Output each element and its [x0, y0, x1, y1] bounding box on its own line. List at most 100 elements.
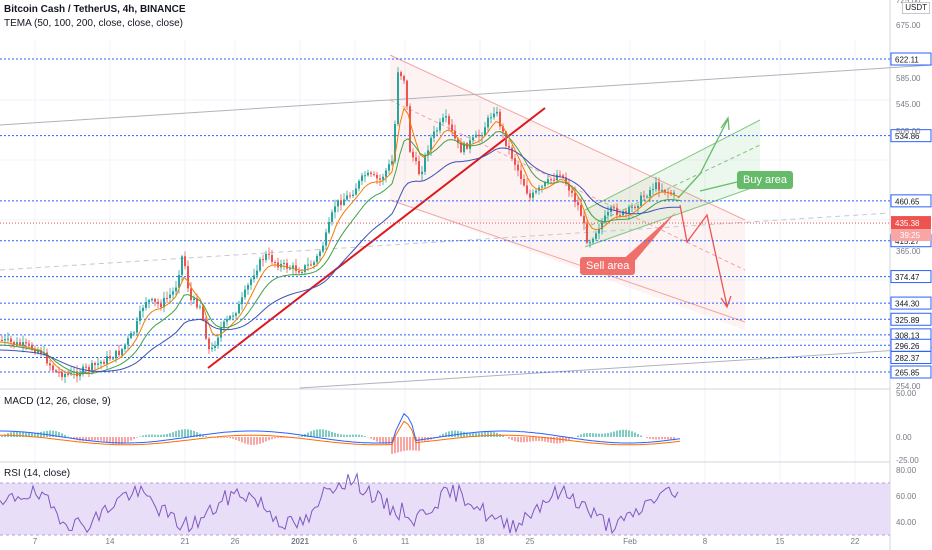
candle-body	[586, 223, 588, 243]
candle-body	[124, 344, 126, 350]
level-label-1: 534.86	[895, 132, 920, 141]
candle-body	[109, 356, 111, 359]
macd-histogram-bar	[325, 429, 327, 437]
currency-unit[interactable]: USDT	[902, 2, 930, 14]
candle-body	[61, 372, 63, 378]
ascending-trendline	[207, 107, 546, 369]
candle-body	[604, 215, 606, 223]
candle-body	[355, 188, 357, 195]
macd-histogram-bar	[358, 434, 360, 437]
macd-histogram-bar	[202, 434, 204, 437]
candle-body	[520, 170, 522, 180]
candle-body	[166, 297, 168, 299]
candle-body	[88, 367, 90, 371]
macd-histogram-bar	[625, 429, 627, 437]
candle-body	[364, 175, 366, 177]
candle-body	[352, 194, 354, 197]
macd-histogram-bar	[565, 437, 567, 442]
macd-histogram-bar	[88, 437, 90, 441]
macd-histogram-bar	[73, 437, 75, 440]
macd-histogram-bar	[484, 431, 486, 437]
candle-body	[283, 262, 285, 264]
rsi-y-tick-0: 80.00	[896, 466, 917, 475]
candle-body	[388, 164, 390, 171]
macd-histogram-bar	[412, 437, 414, 451]
candle-body	[433, 131, 435, 138]
candle-body	[562, 175, 564, 178]
macd-histogram-bar	[301, 435, 303, 437]
macd-histogram-bar	[523, 437, 525, 443]
macd-histogram-bar	[649, 437, 651, 439]
candle-body	[169, 294, 171, 298]
candle-body	[442, 117, 444, 123]
candle-body	[508, 145, 510, 148]
candle-body	[52, 365, 54, 371]
candle-body	[349, 195, 351, 197]
macd-y-tick-1: 0.00	[896, 433, 912, 442]
macd-histogram-bar	[142, 435, 144, 437]
countdown-tag	[891, 229, 931, 242]
candle-body	[532, 192, 534, 198]
macd-histogram-bar	[487, 431, 489, 437]
macd-histogram-bar	[559, 437, 561, 444]
macd-histogram-bar	[547, 437, 549, 443]
macd-histogram-bar	[136, 437, 138, 438]
macd-histogram-bar	[418, 437, 420, 451]
candle-body	[64, 373, 66, 378]
candle-body	[625, 211, 627, 214]
tema-lines	[0, 107, 681, 376]
candle-body	[640, 195, 642, 206]
macd-histogram-bar	[352, 434, 354, 437]
macd-histogram-bar	[598, 433, 600, 437]
candle-body	[322, 245, 324, 252]
candle-body	[427, 150, 429, 156]
macd-histogram-bar	[340, 434, 342, 437]
macd-histogram-bar	[640, 435, 642, 437]
candle-body	[91, 362, 93, 371]
candle-body	[4, 339, 6, 341]
candle-body	[274, 261, 276, 263]
macd-histogram-bar	[52, 430, 54, 437]
candle-body	[133, 332, 135, 334]
candle-body	[100, 361, 102, 364]
candle-body	[418, 161, 420, 175]
macd-histogram-bar	[406, 437, 408, 451]
macd-histogram-bar	[193, 430, 195, 437]
rsi-label: RSI (14, close)	[4, 468, 71, 479]
buy-callout-pointer	[699, 181, 738, 192]
macd-histogram-bar	[310, 431, 312, 437]
macd-histogram-bar	[388, 437, 390, 445]
macd-histogram-bar	[115, 437, 117, 445]
macd-histogram-bar	[256, 437, 258, 445]
macd-histogram-bar	[61, 433, 63, 437]
x-tick-6: 11	[401, 537, 410, 546]
macd-histogram-bar	[229, 437, 231, 439]
candle-body	[142, 307, 144, 312]
x-tick-12: 22	[851, 537, 860, 546]
long-support-line	[299, 347, 932, 389]
level-tag-1	[890, 129, 932, 143]
macd-histogram-bar	[568, 437, 570, 441]
macd-histogram-bar	[616, 430, 618, 437]
macd-histogram-bar	[553, 437, 555, 444]
macd-histogram-bar	[232, 437, 234, 439]
macd-histogram-bar	[481, 432, 483, 437]
macd-histogram-bar	[658, 437, 660, 440]
macd-histogram-bar	[466, 432, 468, 437]
candle-body	[661, 189, 663, 191]
macd-histogram-bar	[250, 437, 252, 445]
candle-body	[484, 127, 486, 135]
macd-histogram-bar	[370, 437, 372, 439]
level-tag-6	[890, 312, 932, 326]
macd-histogram-bar	[328, 430, 330, 437]
macd-histogram-bar	[589, 432, 591, 437]
candle-body	[376, 174, 378, 179]
candle-body	[367, 172, 369, 176]
macd-histogram-bar	[346, 434, 348, 437]
candle-body	[622, 211, 624, 216]
candle-body	[481, 134, 483, 137]
candle-body	[259, 259, 261, 271]
candle-body	[184, 256, 186, 267]
macd-histogram-bar	[634, 432, 636, 437]
